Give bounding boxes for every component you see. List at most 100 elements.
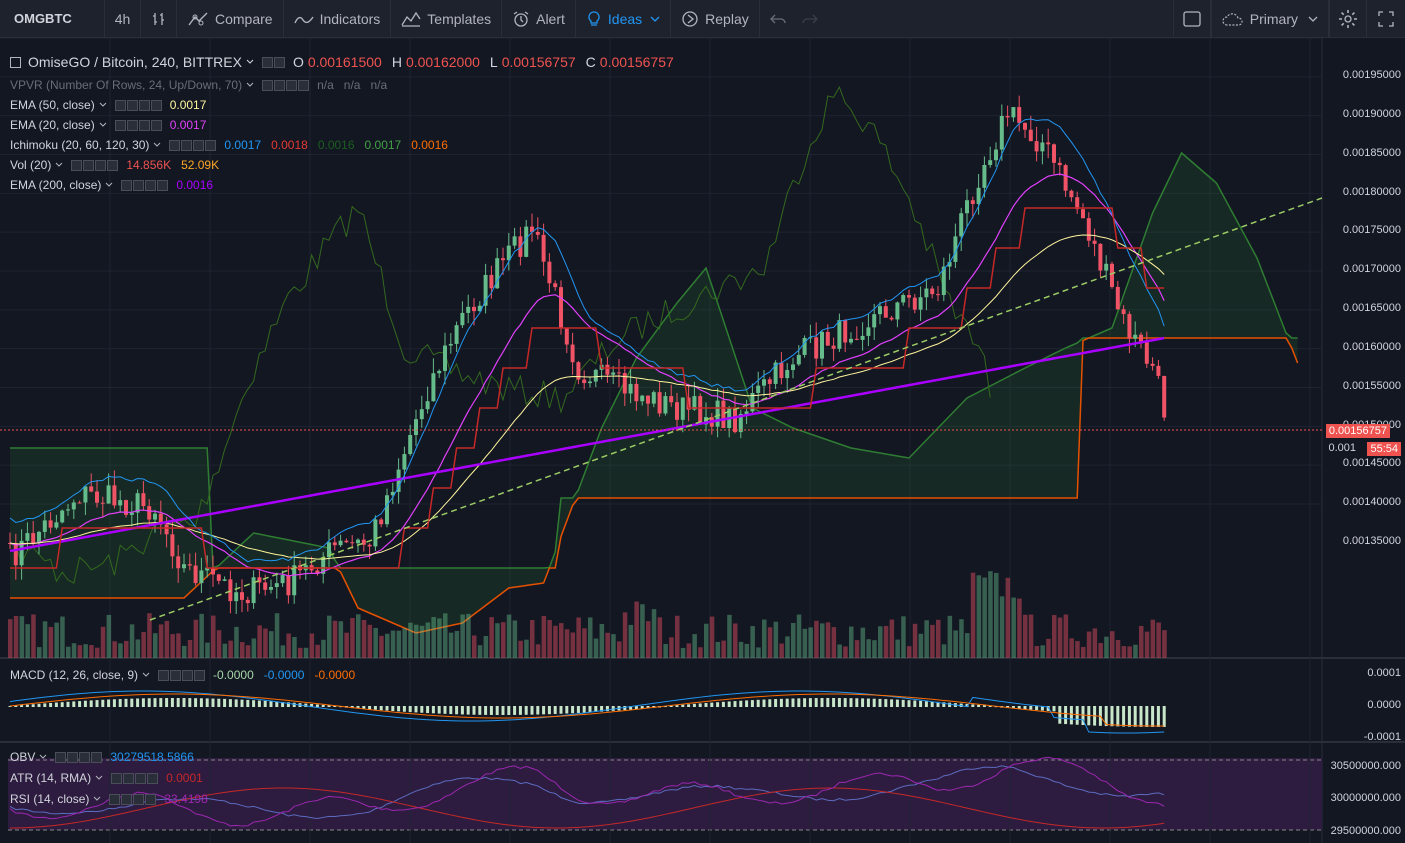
chevron-down-icon[interactable] (246, 59, 254, 65)
volume-bar (924, 620, 929, 658)
indicator-name[interactable]: RSI (14, close) (10, 792, 90, 806)
close-icon[interactable] (150, 119, 162, 131)
settings-button[interactable] (1329, 0, 1367, 38)
gear-icon[interactable] (126, 119, 138, 131)
chevron-down-icon[interactable] (39, 754, 47, 760)
plus-icon[interactable] (193, 139, 205, 151)
symbol-search[interactable]: OMGBTC (0, 0, 105, 38)
volume-bar (1150, 619, 1156, 658)
templates-button[interactable]: Templates (391, 0, 503, 38)
chevron-down-icon[interactable] (95, 775, 103, 781)
close-icon[interactable] (150, 99, 162, 111)
compare-button[interactable]: Compare (177, 0, 284, 38)
plus-icon[interactable] (182, 669, 194, 681)
close-icon[interactable] (145, 793, 157, 805)
indicator-name[interactable]: Ichimoku (20, 60, 120, 30) (10, 138, 150, 152)
eye-icon[interactable] (121, 179, 133, 191)
close-icon[interactable] (194, 669, 206, 681)
eye-icon[interactable] (158, 669, 170, 681)
indicator-controls[interactable] (55, 751, 103, 763)
chevron-down-icon[interactable] (55, 162, 63, 168)
close-icon[interactable] (205, 139, 217, 151)
price-chart-canvas[interactable] (0, 38, 1405, 843)
indicator-value: n/a (370, 78, 388, 92)
close-icon[interactable] (147, 772, 159, 784)
indicator-controls[interactable] (71, 159, 119, 171)
eye-icon[interactable] (55, 751, 67, 763)
maximize-button[interactable] (1367, 0, 1405, 38)
indicator-controls[interactable] (111, 772, 159, 784)
chevron-down-icon[interactable] (99, 102, 107, 108)
chevron-down-icon[interactable] (246, 82, 254, 88)
gear-icon[interactable] (133, 179, 145, 191)
eye-icon[interactable] (169, 139, 181, 151)
series-controls[interactable] (261, 56, 285, 68)
indicator-controls[interactable] (109, 793, 157, 805)
series-title[interactable]: OmiseGO / Bitcoin, 240, BITTREX (28, 54, 242, 70)
indicator-name[interactable]: VPVR (Number Of Rows, 24, Up/Down, 70) (10, 78, 243, 92)
indicator-controls[interactable] (121, 179, 169, 191)
volume-bar (60, 616, 65, 658)
gear-icon[interactable] (123, 772, 135, 784)
plus-icon[interactable] (145, 179, 157, 191)
collapse-legend-icon[interactable] (10, 56, 21, 68)
gear-icon[interactable] (121, 793, 133, 805)
gear-icon[interactable] (273, 56, 285, 68)
gear-icon[interactable] (67, 751, 79, 763)
indicator-name[interactable]: OBV (10, 750, 36, 764)
chart-area[interactable]: OmiseGO / Bitcoin, 240, BITTREX O 0.00161… (0, 38, 1405, 843)
close-icon[interactable] (91, 751, 103, 763)
close-icon[interactable] (107, 159, 119, 171)
chevron-down-icon[interactable] (105, 182, 113, 188)
eye-icon[interactable] (261, 56, 273, 68)
layout-button[interactable]: Primary (1210, 0, 1329, 38)
indicator-controls[interactable] (262, 79, 310, 91)
gear-icon[interactable] (170, 669, 182, 681)
indicators-button[interactable]: Indicators (284, 0, 392, 38)
indicator-controls[interactable] (169, 139, 217, 151)
indicator-name[interactable]: Vol (20) (10, 158, 52, 172)
plus-icon[interactable] (79, 751, 91, 763)
plus-icon[interactable] (135, 772, 147, 784)
eye-icon[interactable] (71, 159, 83, 171)
ideas-button[interactable]: Ideas (576, 0, 672, 38)
close-icon[interactable] (157, 179, 169, 191)
chevron-down-icon[interactable] (99, 122, 107, 128)
volume-bar (1069, 638, 1074, 658)
macd-value: -0.0000 (263, 668, 305, 682)
eye-icon[interactable] (114, 99, 126, 111)
plus-icon[interactable] (95, 159, 107, 171)
indicator-name[interactable]: EMA (200, close) (10, 178, 102, 192)
macd-name[interactable]: MACD (12, 26, close, 9) (10, 668, 139, 682)
replay-button[interactable]: Replay (671, 0, 760, 38)
chart-style-button[interactable] (141, 0, 177, 38)
indicator-name[interactable]: EMA (20, close) (10, 118, 95, 132)
undo-icon[interactable] (769, 13, 786, 25)
gear-icon[interactable] (181, 139, 193, 151)
alert-button[interactable]: Alert (502, 0, 576, 38)
eye-icon[interactable] (109, 793, 121, 805)
interval-button[interactable]: 4h (105, 0, 141, 38)
indicator-controls[interactable] (114, 119, 162, 131)
macd-controls[interactable] (158, 669, 206, 681)
indicator-name[interactable]: EMA (50, close) (10, 98, 95, 112)
eye-icon[interactable] (262, 79, 274, 91)
close-icon[interactable] (298, 79, 310, 91)
chevron-down-icon[interactable] (142, 672, 150, 678)
plus-icon[interactable] (138, 119, 150, 131)
chevron-down-icon[interactable] (93, 796, 101, 802)
plus-icon[interactable] (133, 793, 145, 805)
plus-icon[interactable] (286, 79, 298, 91)
gear-icon[interactable] (274, 79, 286, 91)
chevron-down-icon[interactable] (153, 142, 161, 148)
indicator-name[interactable]: ATR (14, RMA) (10, 771, 92, 785)
gear-icon[interactable] (126, 99, 138, 111)
redo-icon[interactable] (802, 13, 818, 25)
plus-icon[interactable] (138, 99, 150, 111)
gear-icon[interactable] (83, 159, 95, 171)
eye-icon[interactable] (111, 772, 123, 784)
eye-icon[interactable] (114, 119, 126, 131)
chevron-down-icon (650, 16, 660, 22)
fullscreen-toggle[interactable] (1172, 0, 1211, 38)
indicator-controls[interactable] (114, 99, 162, 111)
